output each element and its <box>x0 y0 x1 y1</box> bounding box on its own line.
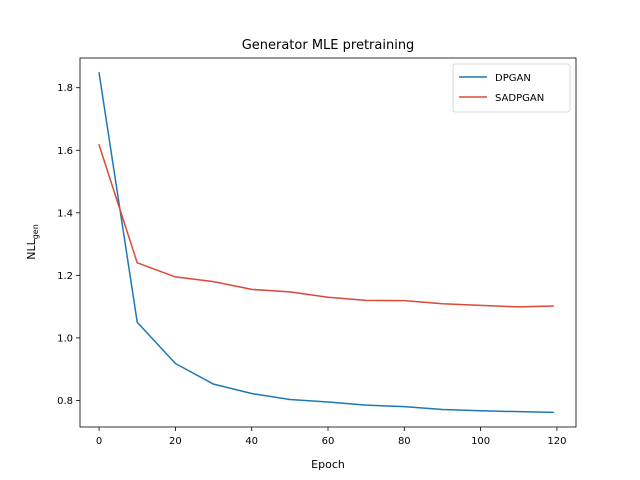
x-axis-label: Epoch <box>311 458 345 471</box>
series-line-sadpgan <box>98 143 554 308</box>
legend-label-dpgan: DPGAN <box>495 73 531 84</box>
y-tick-label: 1.0 <box>57 333 73 344</box>
legend-label-sadpgan: SADPGAN <box>495 93 544 104</box>
y-tick-label: 1.8 <box>57 83 73 94</box>
y-axis-label-subscript: gen <box>31 224 40 239</box>
x-tick-label: 60 <box>322 436 335 447</box>
legend-box <box>452 63 571 113</box>
chart-title: Generator MLE pretraining <box>242 38 415 53</box>
x-tick-label: 20 <box>169 436 182 447</box>
y-axis-label-main: NLL <box>25 238 38 259</box>
series-line-dpgan <box>98 72 554 414</box>
x-tick-label: 40 <box>245 436 258 447</box>
y-tick-label: 1.4 <box>57 208 73 219</box>
y-tick-label: 0.8 <box>57 396 73 407</box>
x-tick-label: 120 <box>547 436 566 447</box>
y-tick-label: 1.2 <box>57 271 73 282</box>
plot-area <box>79 57 577 428</box>
y-tick-label: 1.6 <box>57 146 73 157</box>
x-tick-label: 80 <box>398 436 411 447</box>
legend: DPGAN SADPGAN <box>452 63 571 113</box>
y-axis-label: NLLgen <box>25 224 40 260</box>
x-tick-label: 100 <box>471 436 490 447</box>
x-tick-label: 0 <box>96 436 102 447</box>
